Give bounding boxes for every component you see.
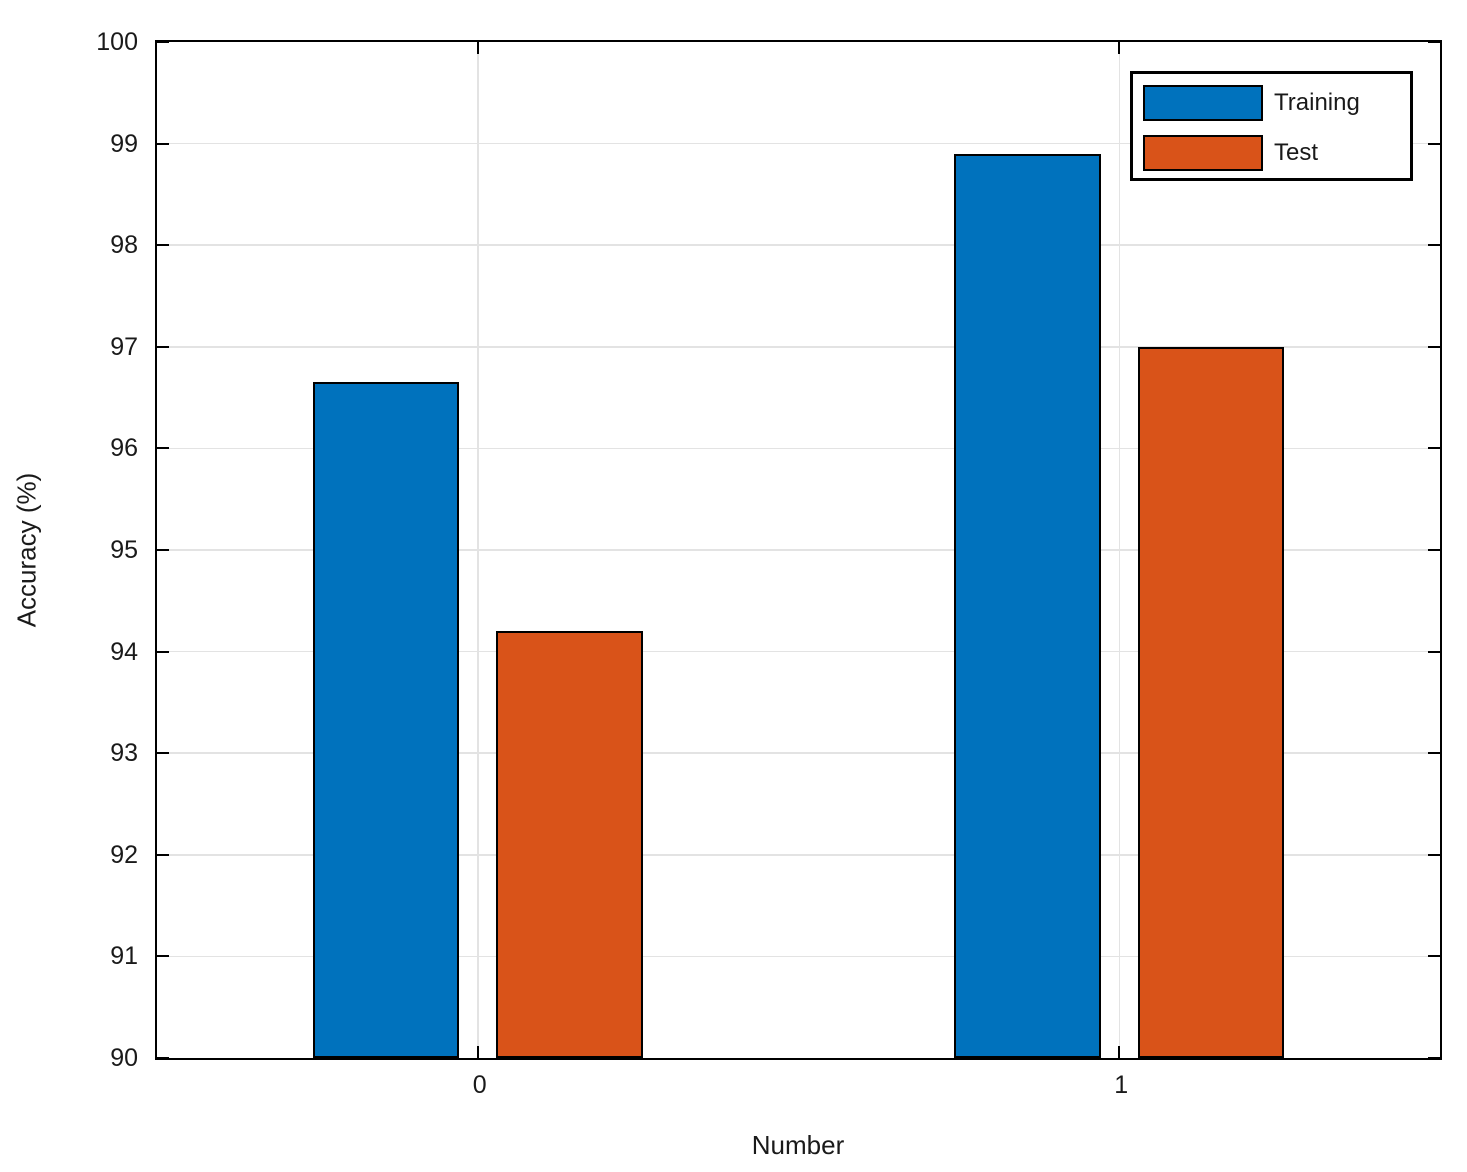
y-tick-mark bbox=[1428, 244, 1440, 247]
y-tick-label: 93 bbox=[110, 739, 138, 768]
legend-item-training: Training bbox=[1133, 78, 1410, 128]
y-tick-label: 98 bbox=[110, 231, 138, 260]
y-tick-mark bbox=[157, 549, 169, 551]
y-tick-mark bbox=[157, 650, 169, 653]
y-gridline bbox=[157, 244, 1440, 246]
y-tick-label: 95 bbox=[110, 536, 138, 564]
y-gridline bbox=[157, 854, 1440, 856]
x-tick-label: 0 bbox=[472, 1071, 487, 1099]
plot-area: Training Test bbox=[155, 40, 1442, 1060]
x-gridline bbox=[1118, 42, 1120, 1058]
y-tick-labels: 100 99 98 97 96 95 94 93 92 91 90 bbox=[0, 28, 138, 1072]
y-tick-mark bbox=[1428, 345, 1440, 348]
bar-training-0 bbox=[312, 382, 460, 1058]
bar-test-1 bbox=[1137, 346, 1285, 1058]
y-tick-mark bbox=[1428, 650, 1440, 653]
y-tick-label: 99 bbox=[110, 129, 138, 158]
x-tick-mark bbox=[1118, 42, 1121, 54]
y-tick-mark bbox=[157, 955, 169, 958]
y-gridline bbox=[157, 955, 1440, 958]
y-tick-mark bbox=[1428, 41, 1440, 43]
legend-item-test: Test bbox=[1133, 128, 1410, 178]
x-tick-label: 1 bbox=[1114, 1071, 1129, 1099]
x-tick-mark bbox=[1118, 1046, 1121, 1058]
legend-label-test: Test bbox=[1274, 139, 1319, 166]
y-gridline bbox=[157, 650, 1440, 653]
x-axis-label: Number bbox=[751, 1130, 845, 1160]
y-tick-mark bbox=[1428, 142, 1440, 145]
y-gridline bbox=[157, 142, 1440, 145]
y-tick-mark bbox=[157, 244, 169, 247]
y-tick-mark bbox=[157, 853, 169, 856]
y-tick-label: 92 bbox=[110, 840, 138, 869]
y-tick-mark bbox=[1428, 752, 1440, 755]
y-gridline bbox=[157, 752, 1440, 754]
bar-training-1 bbox=[954, 153, 1101, 1058]
x-tick-mark bbox=[476, 1046, 479, 1058]
y-gridline bbox=[157, 346, 1440, 348]
legend: Training Test bbox=[1130, 71, 1413, 181]
y-tick-mark bbox=[1428, 447, 1440, 450]
y-tick-mark bbox=[1428, 955, 1440, 958]
bar-test-0 bbox=[496, 631, 643, 1058]
x-tick-mark bbox=[476, 42, 479, 54]
y-gridline bbox=[157, 549, 1440, 551]
y-tick-mark bbox=[157, 447, 169, 450]
y-tick-mark bbox=[157, 752, 169, 755]
y-tick-mark bbox=[1428, 1057, 1440, 1059]
y-tick-label: 96 bbox=[110, 434, 138, 463]
y-tick-mark bbox=[157, 142, 169, 145]
legend-label-training: Training bbox=[1274, 89, 1360, 116]
y-tick-mark bbox=[1428, 853, 1440, 856]
y-tick-label: 94 bbox=[110, 637, 138, 666]
y-tick-label: 100 bbox=[96, 28, 138, 56]
legend-swatch-test bbox=[1143, 135, 1263, 171]
y-gridline bbox=[157, 447, 1440, 450]
y-tick-mark bbox=[157, 1057, 169, 1059]
x-gridline bbox=[477, 42, 479, 1058]
y-tick-mark bbox=[1428, 549, 1440, 551]
y-tick-label: 91 bbox=[110, 942, 138, 971]
y-tick-mark bbox=[157, 41, 169, 43]
legend-swatch-training bbox=[1143, 85, 1263, 121]
y-tick-label: 90 bbox=[110, 1044, 138, 1072]
y-tick-mark bbox=[157, 345, 169, 348]
y-tick-label: 97 bbox=[110, 332, 138, 361]
